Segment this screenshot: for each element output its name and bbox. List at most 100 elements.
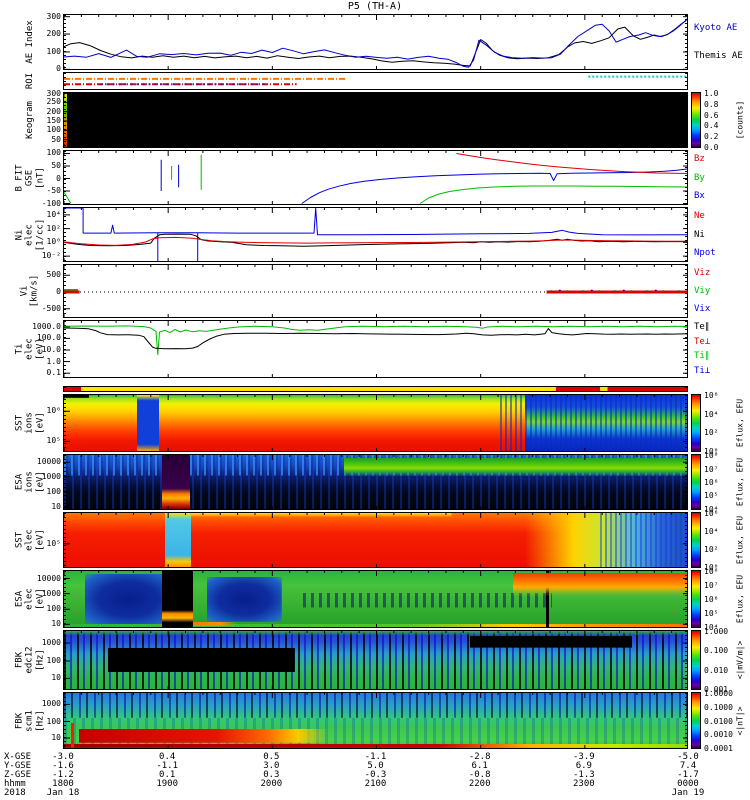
panel-keogram	[63, 92, 688, 148]
keogram-colorbar-tick: 1.0	[704, 89, 719, 99]
ti-ytick-label: 10.0	[41, 345, 61, 354]
fbk_b-colorbar	[691, 692, 701, 749]
sst_ions-colorbar-tick: 10⁴	[704, 409, 719, 419]
sst_elec-colorbar-unit: Eflux, EFU	[735, 515, 745, 565]
xaxis-value-z-gse-4: -0.8	[468, 770, 491, 780]
xaxis-value-y-gse-1: -1.1	[156, 761, 178, 771]
fbk_e-colorbar-tick: 1.000	[704, 627, 729, 637]
roi-plot-svg	[64, 75, 687, 86]
xaxis-date-end: Jan 19	[671, 788, 705, 798]
xaxis-row-label-y-gse: Y-GSE	[4, 761, 32, 771]
sst_ions-axis-label: SST ions [eV]	[14, 412, 46, 434]
ni-ytick-label: 10⁰	[46, 237, 61, 247]
panel-fbk-efield	[63, 630, 688, 690]
xaxis-value-z-gse-6: -1.7	[677, 770, 699, 780]
ae-ytick-label: 100	[46, 46, 61, 56]
xaxis-value-hhmm-1: 1900	[156, 779, 178, 789]
esa_ions-ytick-label: 10	[51, 501, 61, 511]
esa_ions-colorbar-tick: 10⁴	[704, 504, 719, 514]
vi-ytick-label: 0	[56, 287, 61, 296]
fbk_b-colorbar-unit: <|nT|>	[735, 706, 745, 735]
xaxis-value-y-gse-4: 6.1	[471, 761, 488, 771]
panel-roi	[63, 72, 688, 90]
sst_elec-colorbar	[691, 512, 701, 568]
vi-legend-viz: Viz	[694, 268, 711, 278]
keogram-ytick-label: 200	[46, 106, 61, 116]
xaxis-value-y-gse-3: 5.0	[367, 761, 384, 771]
esa_ions-colorbar-unit: Eflux, EFU	[735, 457, 745, 507]
ti-ytick-label: 100.0	[36, 333, 61, 343]
esa_elec-colorbar-tick: 10⁵	[704, 608, 719, 618]
fbk_b-ytick-label: 10	[51, 733, 61, 743]
esa_elec-colorbar-tick: 10⁶	[704, 595, 719, 604]
xaxis-value-x-gse-2: 0.5	[263, 752, 280, 762]
fbk_b-colorbar-tick: 0.0001	[704, 743, 733, 753]
keogram-colorbar-tick: 0.2	[704, 132, 719, 142]
keogram-plot-svg	[64, 93, 687, 147]
ti-plot-svg	[64, 321, 687, 377]
ni-legend-npot: Npot	[694, 247, 716, 258]
ti-ytick-label: 1.0	[46, 356, 61, 366]
ni-plot-svg	[64, 208, 687, 261]
xaxis-value-y-gse-5: 6.9	[575, 761, 592, 771]
keogram-colorbar-tick: 0.4	[704, 121, 719, 131]
bfit-ytick-label: 100	[46, 148, 61, 158]
panel-velocity	[63, 264, 688, 318]
panel-esa-ions	[63, 454, 688, 510]
fbk_b-colorbar-tick: 0.1000	[704, 702, 733, 712]
ni-ytick-label: 10²	[46, 223, 61, 233]
vi-ytick-label: -500	[41, 303, 61, 313]
xaxis-value-x-gse-6: -5.0	[677, 752, 699, 762]
xaxis-value-hhmm-6: 0000	[677, 779, 699, 789]
keogram-colorbar-tick: 0.0	[704, 142, 719, 152]
bfit-ytick-label: -100	[41, 198, 61, 208]
sst_ions-colorbar-unit: Eflux, EFU	[735, 398, 745, 448]
sst_ions-colorbar-tick: 10⁶	[704, 391, 719, 401]
xaxis-value-x-gse-1: 0.4	[159, 752, 176, 762]
xaxis-value-z-gse-5: -1.3	[572, 770, 595, 780]
sst_ions-ytick-label: 10⁶	[46, 406, 61, 416]
ti-ytick-label: 0.1	[46, 368, 61, 378]
keogram-colorbar-unit: [counts]	[735, 100, 745, 140]
xaxis-row-label-hhmm: hhmm	[4, 779, 26, 789]
ti-legend-ti: Ti⊥	[694, 365, 711, 376]
esa_elec-colorbar-tick: 10⁸	[704, 567, 719, 577]
fbk_e-colorbar	[691, 630, 701, 690]
ni-legend-ni: Ni	[694, 229, 705, 240]
fbk_e-colorbar-unit: <|mV/m|>	[735, 640, 745, 680]
keogram-ytick-label: 250	[46, 97, 61, 107]
xaxis-value-y-gse-0: -1.6	[52, 761, 74, 771]
panel-sst-ions	[63, 394, 688, 452]
esa_ions-colorbar-tick: 10⁷	[704, 464, 719, 474]
xaxis-value-hhmm-4: 2200	[468, 779, 491, 789]
sst_elec-colorbar-tick: 10⁴	[704, 527, 719, 537]
sst_ions-plot-svg	[64, 395, 687, 451]
esa_elec-colorbar	[691, 570, 701, 628]
bfit-legend-bz: Bz	[694, 154, 705, 165]
esa_elec-ytick-label: 10000	[36, 573, 61, 583]
fbk_e-ytick-label: 100	[46, 656, 61, 665]
fbk_e-ytick-label: 1000	[41, 638, 61, 647]
ae-plot-svg	[64, 15, 687, 69]
xaxis-date-start: Jan 18	[46, 788, 80, 798]
ae-ytick-label: 0	[56, 64, 61, 74]
fbk_b-colorbar-tick: 0.0010	[704, 730, 733, 740]
sst_elec-colorbar-tick: 10⁶	[704, 509, 719, 519]
page-title: P5 (TH-A)	[347, 1, 403, 12]
bfit-ytick-label: 50	[51, 161, 61, 170]
esa_ions-plot-svg	[64, 455, 687, 509]
xaxis-row-label-z-gse: Z-GSE	[4, 770, 32, 780]
bfit-legend-by: By	[694, 172, 705, 183]
keogram-ytick-label: 50	[51, 134, 61, 144]
esa_ions-ytick-label: 1000	[41, 471, 61, 481]
esa_elec-colorbar-tick: 10⁷	[704, 581, 719, 591]
fbk_e-ytick-label: 10	[51, 673, 61, 683]
fbk_e-colorbar-tick: 0.001	[704, 684, 729, 694]
esa_elec-ytick-label: 10	[51, 619, 61, 629]
sst_elec-ytick-label: 10⁵	[46, 538, 61, 548]
xaxis-value-z-gse-0: -1.2	[52, 770, 74, 780]
xaxis-value-z-gse-2: 0.3	[263, 770, 280, 780]
fbk_b-colorbar-tick: 0.0100	[704, 716, 733, 726]
xaxis-value-x-gse-3: -1.1	[364, 752, 387, 762]
sst_elec-plot-svg	[64, 513, 687, 567]
